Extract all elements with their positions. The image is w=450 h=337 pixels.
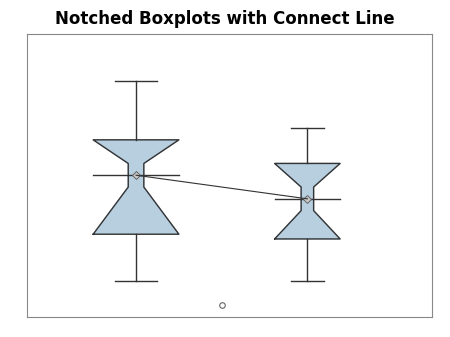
- Polygon shape: [274, 163, 340, 239]
- Polygon shape: [93, 140, 179, 234]
- Text: Notched Boxplots with Connect Line: Notched Boxplots with Connect Line: [55, 10, 395, 28]
